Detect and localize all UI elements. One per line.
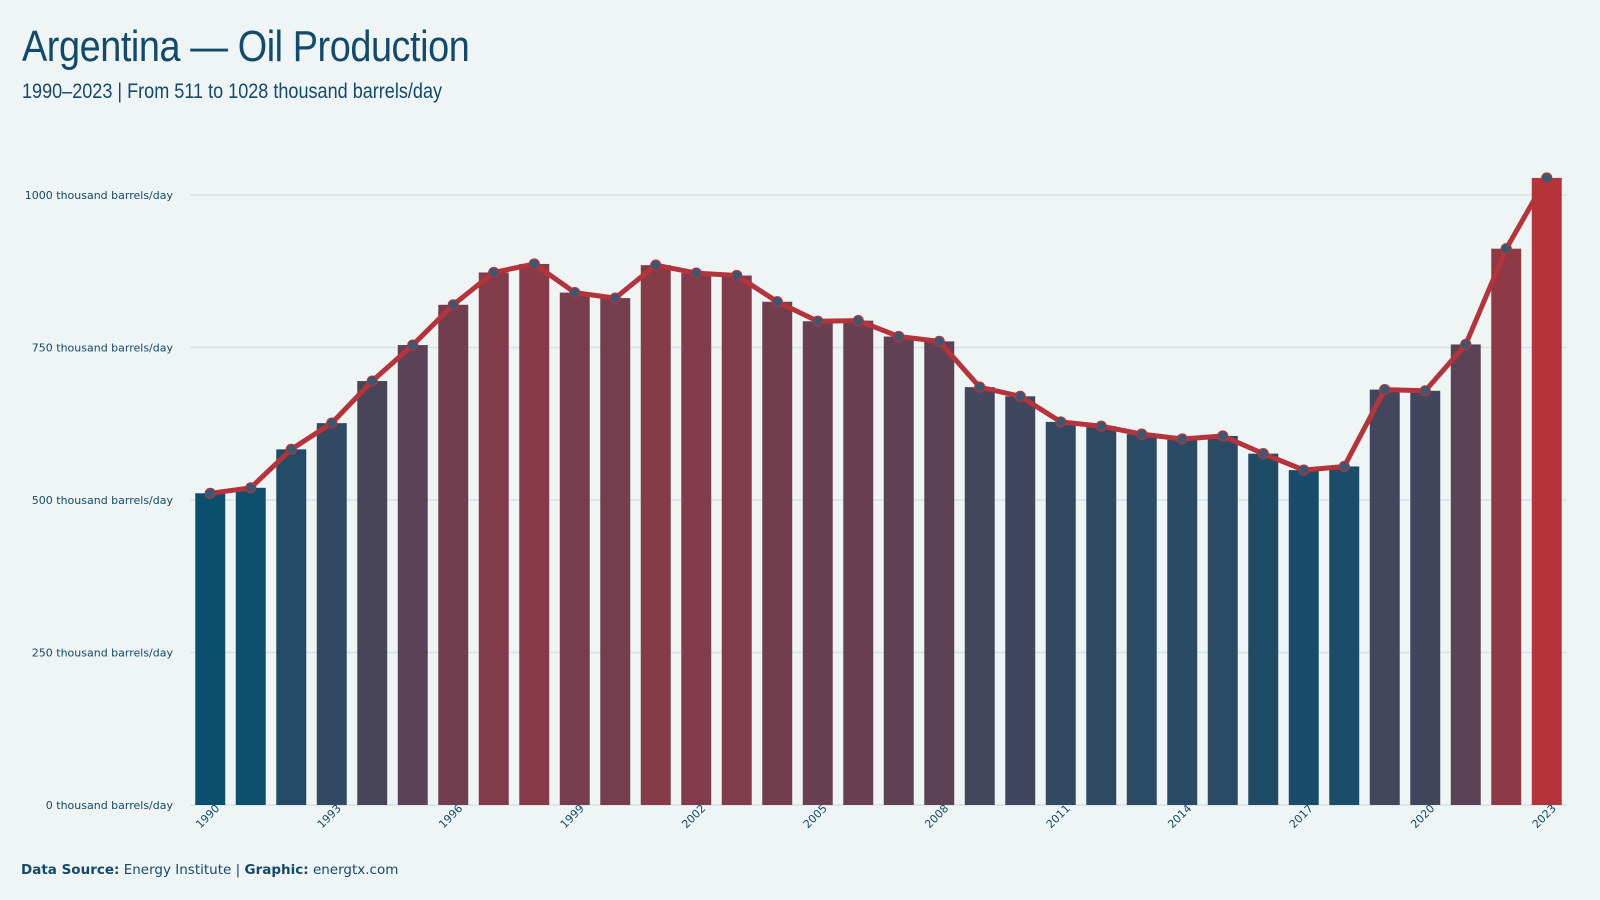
bar-1999 <box>559 292 590 806</box>
trend-line <box>207 175 1550 496</box>
x-tick-label: 2020 <box>1408 802 1437 831</box>
point-2014 <box>1176 433 1188 445</box>
chart-subtitle: 1990–2023 | From 511 to 1028 thousand ba… <box>22 80 443 103</box>
point-2006 <box>852 315 864 327</box>
point-2010 <box>1014 390 1026 402</box>
x-tick-label: 2011 <box>1044 802 1073 831</box>
bar-1996 <box>438 304 469 805</box>
point-2017 <box>1298 464 1310 476</box>
point-2005 <box>812 315 824 327</box>
x-tick-label: 1999 <box>558 802 587 831</box>
bar-2019 <box>1369 389 1400 805</box>
source-value: Energy Institute <box>123 862 232 878</box>
point-1991 <box>245 482 257 494</box>
bar-1990 <box>195 493 226 805</box>
point-2012 <box>1095 420 1107 432</box>
bar-2009 <box>964 387 995 805</box>
point-2021 <box>1460 338 1472 351</box>
bar-2015 <box>1207 435 1238 805</box>
footer-credits: Data Source: Energy Institute | Graphic:… <box>21 862 398 878</box>
bar-2018 <box>1329 466 1360 805</box>
bar-1991 <box>235 487 266 805</box>
point-2013 <box>1136 428 1148 440</box>
x-tick-label: 2017 <box>1287 802 1316 831</box>
bar-2002 <box>681 273 712 806</box>
point-2009 <box>974 381 986 393</box>
point-1997 <box>488 266 500 279</box>
x-tick-label: 2023 <box>1530 802 1559 831</box>
point-1994 <box>366 375 378 387</box>
bar-2023 <box>1531 177 1562 806</box>
x-tick-label: 1993 <box>315 802 344 831</box>
y-tick-label: 750 thousand barrels/day <box>32 342 174 355</box>
x-tick-label: 2008 <box>922 802 951 831</box>
bar-1995 <box>397 345 428 805</box>
point-2019 <box>1379 383 1391 396</box>
x-tick-label: 2005 <box>801 802 830 831</box>
point-1993 <box>326 417 338 429</box>
point-1996 <box>447 299 459 311</box>
bar-2016 <box>1248 453 1279 805</box>
point-2023 <box>1541 172 1553 184</box>
bar-1992 <box>276 449 307 805</box>
x-tick-label: 1990 <box>193 802 222 831</box>
bar-2017 <box>1288 470 1319 805</box>
x-tick-label: 2002 <box>679 802 708 831</box>
bar-2005 <box>802 321 833 805</box>
bar-2004 <box>762 301 793 805</box>
bar-2001 <box>640 265 671 805</box>
point-2000 <box>609 292 621 304</box>
point-2002 <box>690 267 702 279</box>
bar-2006 <box>843 320 874 805</box>
bar-2000 <box>600 298 631 805</box>
point-2018 <box>1338 460 1350 473</box>
bar-1994 <box>357 381 388 805</box>
point-2022 <box>1500 243 1512 255</box>
bar-2011 <box>1045 421 1076 805</box>
bar-2014 <box>1167 439 1198 805</box>
point-2011 <box>1055 416 1067 428</box>
point-2001 <box>650 259 662 271</box>
bar-2010 <box>1005 396 1036 805</box>
bar-2003 <box>721 275 752 805</box>
point-2008 <box>933 335 945 347</box>
y-tick-label: 1000 thousand barrels/day <box>25 189 174 202</box>
point-2003 <box>731 269 743 282</box>
graphic-value: energtx.com <box>312 862 399 878</box>
source-label: Data Source: <box>21 862 120 878</box>
chart-title: Argentina — Oil Production <box>22 22 470 71</box>
bar-1998 <box>519 263 550 805</box>
bar-2021 <box>1450 344 1481 805</box>
bar-2012 <box>1086 426 1117 805</box>
point-1995 <box>407 339 419 351</box>
point-1992 <box>285 443 297 455</box>
bar-2013 <box>1126 434 1157 805</box>
bar-2008 <box>924 341 955 805</box>
point-2020 <box>1419 385 1431 397</box>
bar-1997 <box>478 272 509 806</box>
point-2015 <box>1217 430 1229 442</box>
graphic-label: Graphic: <box>244 862 309 878</box>
point-1990 <box>204 487 216 499</box>
y-tick-label: 250 thousand barrels/day <box>32 647 174 660</box>
point-2007 <box>893 330 905 343</box>
point-2016 <box>1257 448 1269 460</box>
bar-1993 <box>316 423 347 805</box>
point-1999 <box>569 287 581 299</box>
x-tick-label: 2014 <box>1165 802 1194 831</box>
footer-separator: | <box>235 862 241 878</box>
bar-2022 <box>1491 248 1522 805</box>
bar-2007 <box>883 336 914 805</box>
y-tick-label: 500 thousand barrels/day <box>32 494 174 507</box>
y-tick-label: 0 thousand barrels/day <box>46 799 174 812</box>
x-tick-label: 1996 <box>436 802 465 831</box>
point-1998 <box>528 258 540 270</box>
point-2004 <box>771 296 783 308</box>
bar-2020 <box>1410 390 1441 805</box>
